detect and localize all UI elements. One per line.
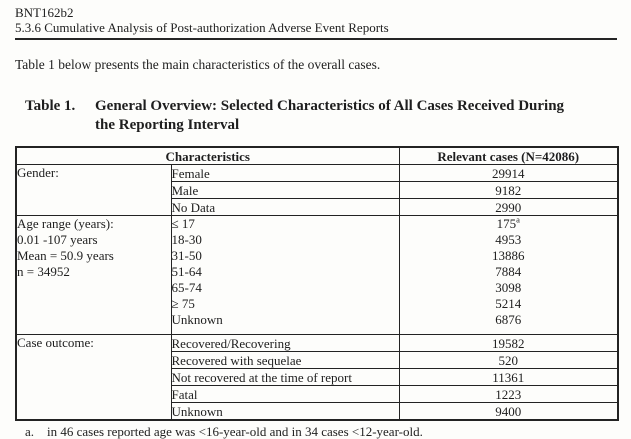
age-section-row: Age range (years): 0.01 -107 years Mean …: [15, 215, 619, 335]
table-row: Case outcome: Recovered/Recovering 19582: [15, 334, 619, 421]
gender-section-label: Gender:: [15, 164, 172, 216]
age-label-line: 0.01 -107 years: [17, 232, 98, 247]
footnote-marker: a.: [25, 424, 35, 439]
category-cell: 51-64: [171, 264, 202, 279]
header-cell-characteristics: Characteristics: [15, 146, 400, 165]
count-cell: 3098: [495, 280, 522, 295]
category-cell: Unknown: [170, 402, 400, 421]
table-row: Recovered with sequelae 520: [16, 351, 619, 369]
age-count-stack: 175a 4953 13886 7884 3098 5214 6876: [398, 215, 619, 335]
count-cell: 1223: [398, 385, 619, 403]
count-cell: 29914: [398, 164, 619, 182]
caption-title: General Overview: Selected Characteristi…: [95, 97, 564, 135]
intro-paragraph: Table 1 below presents the main characte…: [15, 57, 381, 72]
footnote-text: in 46 cases reported age was <16-year-ol…: [47, 424, 423, 439]
count-cell: 520: [398, 351, 619, 369]
table-caption: Table 1. General Overview: Selected Char…: [25, 97, 617, 135]
category-cell: 18-30: [171, 232, 202, 247]
count-cell: 11361: [398, 368, 619, 386]
caption-title-line-2: the Reporting Interval: [95, 117, 240, 133]
caption-title-line-1: General Overview: Selected Characteristi…: [95, 98, 565, 114]
header-rule: [15, 38, 617, 40]
caption-label: Table 1.: [25, 98, 76, 114]
count-cell: 175a: [400, 215, 617, 233]
characteristics-table: Characteristics Relevant cases (N=42086)…: [15, 146, 619, 421]
count-cell: 6876: [495, 312, 522, 327]
table-row: Fatal 1223: [16, 385, 619, 403]
count-cell: 2990: [398, 198, 619, 216]
category-cell: Fatal: [170, 385, 400, 403]
table-row: Unknown 9400: [16, 402, 619, 421]
count-cell: 7884: [495, 264, 522, 279]
category-cell: Unknown: [171, 312, 223, 327]
document-header: BNT162b2 5.3.6 Cumulative Analysis of Po…: [15, 5, 617, 40]
category-cell: No Data: [170, 198, 400, 216]
category-cell: ≥ 75: [171, 296, 195, 311]
count-cell: 9182: [398, 181, 619, 199]
section-heading: 5.3.6 Cumulative Analysis of Post-author…: [15, 20, 389, 35]
category-cell: Female: [170, 164, 400, 182]
category-cell: ≤ 17: [171, 216, 195, 232]
count-cell: 4953: [495, 232, 522, 247]
product-name: BNT162b2: [15, 5, 74, 20]
category-cell: Recovered/Recovering: [170, 334, 400, 352]
age-label-line: Mean = 50.9 years: [17, 248, 114, 263]
age-label-line: n = 34952: [17, 264, 70, 279]
age-label-line: Age range (years):: [17, 216, 114, 232]
footnote: a. in 46 cases reported age was <16-year…: [25, 424, 617, 439]
age-category-stack: ≤ 17 18-30 31-50 51-64 65-74 ≥ 75 Unknow…: [170, 215, 400, 335]
table-row: Gender: Female 29914: [15, 164, 619, 216]
count-cell: 19582: [398, 334, 619, 352]
age-section-label: Age range (years): 0.01 -107 years Mean …: [15, 215, 172, 335]
category-cell: 31-50: [171, 248, 202, 263]
count-cell: 13886: [492, 248, 525, 263]
table-header-row: Characteristics Relevant cases (N=42086): [15, 146, 619, 165]
count-cell: 9400: [398, 402, 619, 421]
category-cell: Recovered with sequelae: [170, 351, 400, 369]
footnote-reference: a: [516, 215, 520, 225]
header-cell-relevant-cases: Relevant cases (N=42086): [398, 146, 619, 165]
outcome-section-label: Case outcome:: [15, 334, 172, 421]
category-cell: 65-74: [171, 280, 202, 295]
count-value: 175: [496, 216, 517, 232]
count-cell: 5214: [495, 296, 522, 311]
category-cell: Not recovered at the time of report: [170, 368, 400, 386]
category-cell: Male: [170, 181, 400, 199]
